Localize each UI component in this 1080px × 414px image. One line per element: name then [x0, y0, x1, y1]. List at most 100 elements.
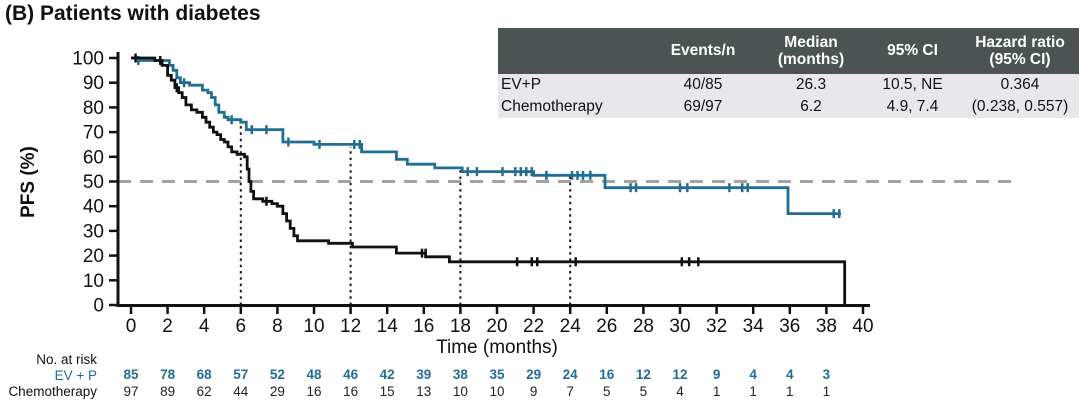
- at-risk-value: 1: [749, 384, 757, 399]
- x-axis-label: Time (months): [436, 337, 558, 358]
- at-risk-value: 89: [160, 384, 176, 399]
- hazard-ratio-value: 0.364: [1000, 76, 1040, 93]
- x-tick-label: 26: [596, 316, 617, 337]
- header-ci: 95% CI: [887, 42, 938, 60]
- y-tick-label: 70: [83, 123, 104, 144]
- at-risk-value: 3: [822, 367, 831, 382]
- at-risk-value: 48: [306, 367, 322, 382]
- at-risk-value: 10: [452, 384, 468, 399]
- at-risk-value: 16: [306, 384, 322, 399]
- at-risk-title: No. at risk: [36, 352, 97, 367]
- ci-value: 10.5, NE: [882, 76, 943, 93]
- at-risk-value: 97: [123, 384, 139, 399]
- x-tick-label: 18: [450, 316, 471, 337]
- x-tick-label: 16: [413, 316, 434, 337]
- events-n-value: 69/97: [683, 98, 723, 115]
- x-tick-label: 10: [303, 316, 324, 337]
- at-risk-value: 85: [123, 367, 139, 382]
- at-risk-value: 46: [343, 367, 359, 382]
- at-risk-value: 12: [635, 367, 651, 382]
- at-risk-value: 5: [603, 384, 611, 399]
- x-tick-label: 34: [743, 316, 765, 337]
- x-tick-label: 22: [523, 316, 544, 337]
- header-blank: [498, 28, 648, 74]
- x-tick-label: 24: [560, 316, 582, 337]
- at-risk-value: 52: [269, 367, 285, 382]
- at-risk-value: 42: [379, 367, 395, 382]
- figure-title: (B) Patients with diabetes: [5, 2, 261, 25]
- at-risk-value: 29: [526, 367, 542, 382]
- x-tick-label: 0: [126, 316, 137, 337]
- at-risk-value: 78: [160, 367, 176, 382]
- at-risk-row-label-evp: EV + P: [54, 368, 97, 383]
- at-risk-value: 1: [786, 384, 794, 399]
- at-risk-value: 1: [822, 384, 831, 399]
- at-risk-value: 39: [416, 367, 432, 382]
- at-risk-value: 9: [712, 367, 721, 382]
- at-risk-value: 4: [676, 384, 684, 399]
- y-tick-label: 0: [93, 296, 104, 317]
- x-tick-label: 38: [816, 316, 837, 337]
- table-row-evp: EV+P 40/85 26.3 10.5, NE 0.364: [498, 74, 1079, 96]
- y-tick-label: 20: [83, 246, 104, 267]
- at-risk-value: 16: [343, 384, 359, 399]
- at-risk-value: 13: [416, 384, 432, 399]
- at-risk-value: 5: [639, 384, 648, 399]
- at-risk-value: 29: [269, 384, 285, 399]
- at-risk-value: 24: [562, 367, 578, 382]
- at-risk-value: 57: [233, 367, 249, 382]
- at-risk-value: 44: [233, 384, 249, 399]
- x-tick-label: 28: [633, 316, 654, 337]
- at-risk-value: 9: [529, 384, 538, 399]
- hazard-ratio-value: (0.238, 0.557): [971, 98, 1069, 115]
- header-hazard-ratio: Hazard ratio (95% CI): [975, 33, 1065, 68]
- y-tick-label: 10: [83, 271, 104, 292]
- header-events-n: Events/n: [670, 42, 736, 60]
- y-tick-label: 40: [83, 197, 104, 218]
- summary-table-header: Events/n Median (months) 95% CI Hazard ra…: [498, 28, 1079, 74]
- at-risk-value: 35: [489, 367, 505, 382]
- at-risk-value: 68: [196, 367, 212, 382]
- median-value: 26.3: [795, 76, 827, 93]
- y-tick-label: 60: [83, 147, 104, 168]
- chemotherapy-curve: [131, 56, 847, 305]
- at-risk-value: 4: [786, 367, 794, 382]
- table-row-chemotherapy: Chemotherapy 69/97 6.2 4.9, 7.4 (0.238, …: [498, 96, 1079, 118]
- at-risk-value: 16: [599, 367, 615, 382]
- y-tick-label: 100: [72, 49, 104, 70]
- x-tick-label: 20: [486, 316, 507, 337]
- ci-value: 4.9, 7.4: [886, 98, 939, 115]
- at-risk-value: 4: [749, 367, 757, 382]
- at-risk-value: 62: [196, 384, 212, 399]
- x-tick-label: 8: [272, 316, 283, 337]
- y-tick-label: 50: [83, 172, 104, 193]
- x-tick-label: 14: [377, 316, 399, 337]
- at-risk-values-evp: 85 78 68 57 52 48 46 42 39 38 35 29 24 16 12 12 9 4 4 3: [0, 367, 1080, 383]
- y-tick-label: 90: [83, 73, 104, 94]
- x-tick-label: 40: [852, 316, 873, 337]
- at-risk-value: 38: [452, 367, 468, 382]
- y-axis-label: PFS (%): [18, 146, 39, 218]
- x-tick-label: 6: [236, 316, 247, 337]
- at-risk-value: 1: [712, 384, 721, 399]
- at-risk-value: 10: [489, 384, 505, 399]
- at-risk-value: 12: [672, 367, 688, 382]
- ev-p-curve: [131, 56, 841, 215]
- row-label: EV+P: [501, 76, 542, 93]
- x-tick-label: 2: [162, 316, 173, 337]
- summary-table: Events/n Median (months) 95% CI Hazard ra…: [498, 28, 1079, 118]
- header-median: Median (months): [777, 33, 845, 68]
- at-risk-value: 15: [379, 384, 395, 399]
- x-tick-label: 36: [779, 316, 800, 337]
- x-tick-label: 32: [706, 316, 727, 337]
- y-tick-label: 80: [83, 98, 104, 119]
- row-label: Chemotherapy: [501, 98, 603, 115]
- x-tick-label: 30: [669, 316, 690, 337]
- median-value: 6.2: [800, 98, 822, 115]
- events-n-value: 40/85: [683, 76, 723, 93]
- at-risk-values-chemotherapy: 97 89 62 44 29 16 16 15 13 10 10 9 7 5 5 4 1 1 1 1: [0, 384, 1080, 400]
- at-risk-row-label-chemotherapy: Chemotherapy: [8, 384, 97, 399]
- y-tick-label: 30: [83, 221, 104, 242]
